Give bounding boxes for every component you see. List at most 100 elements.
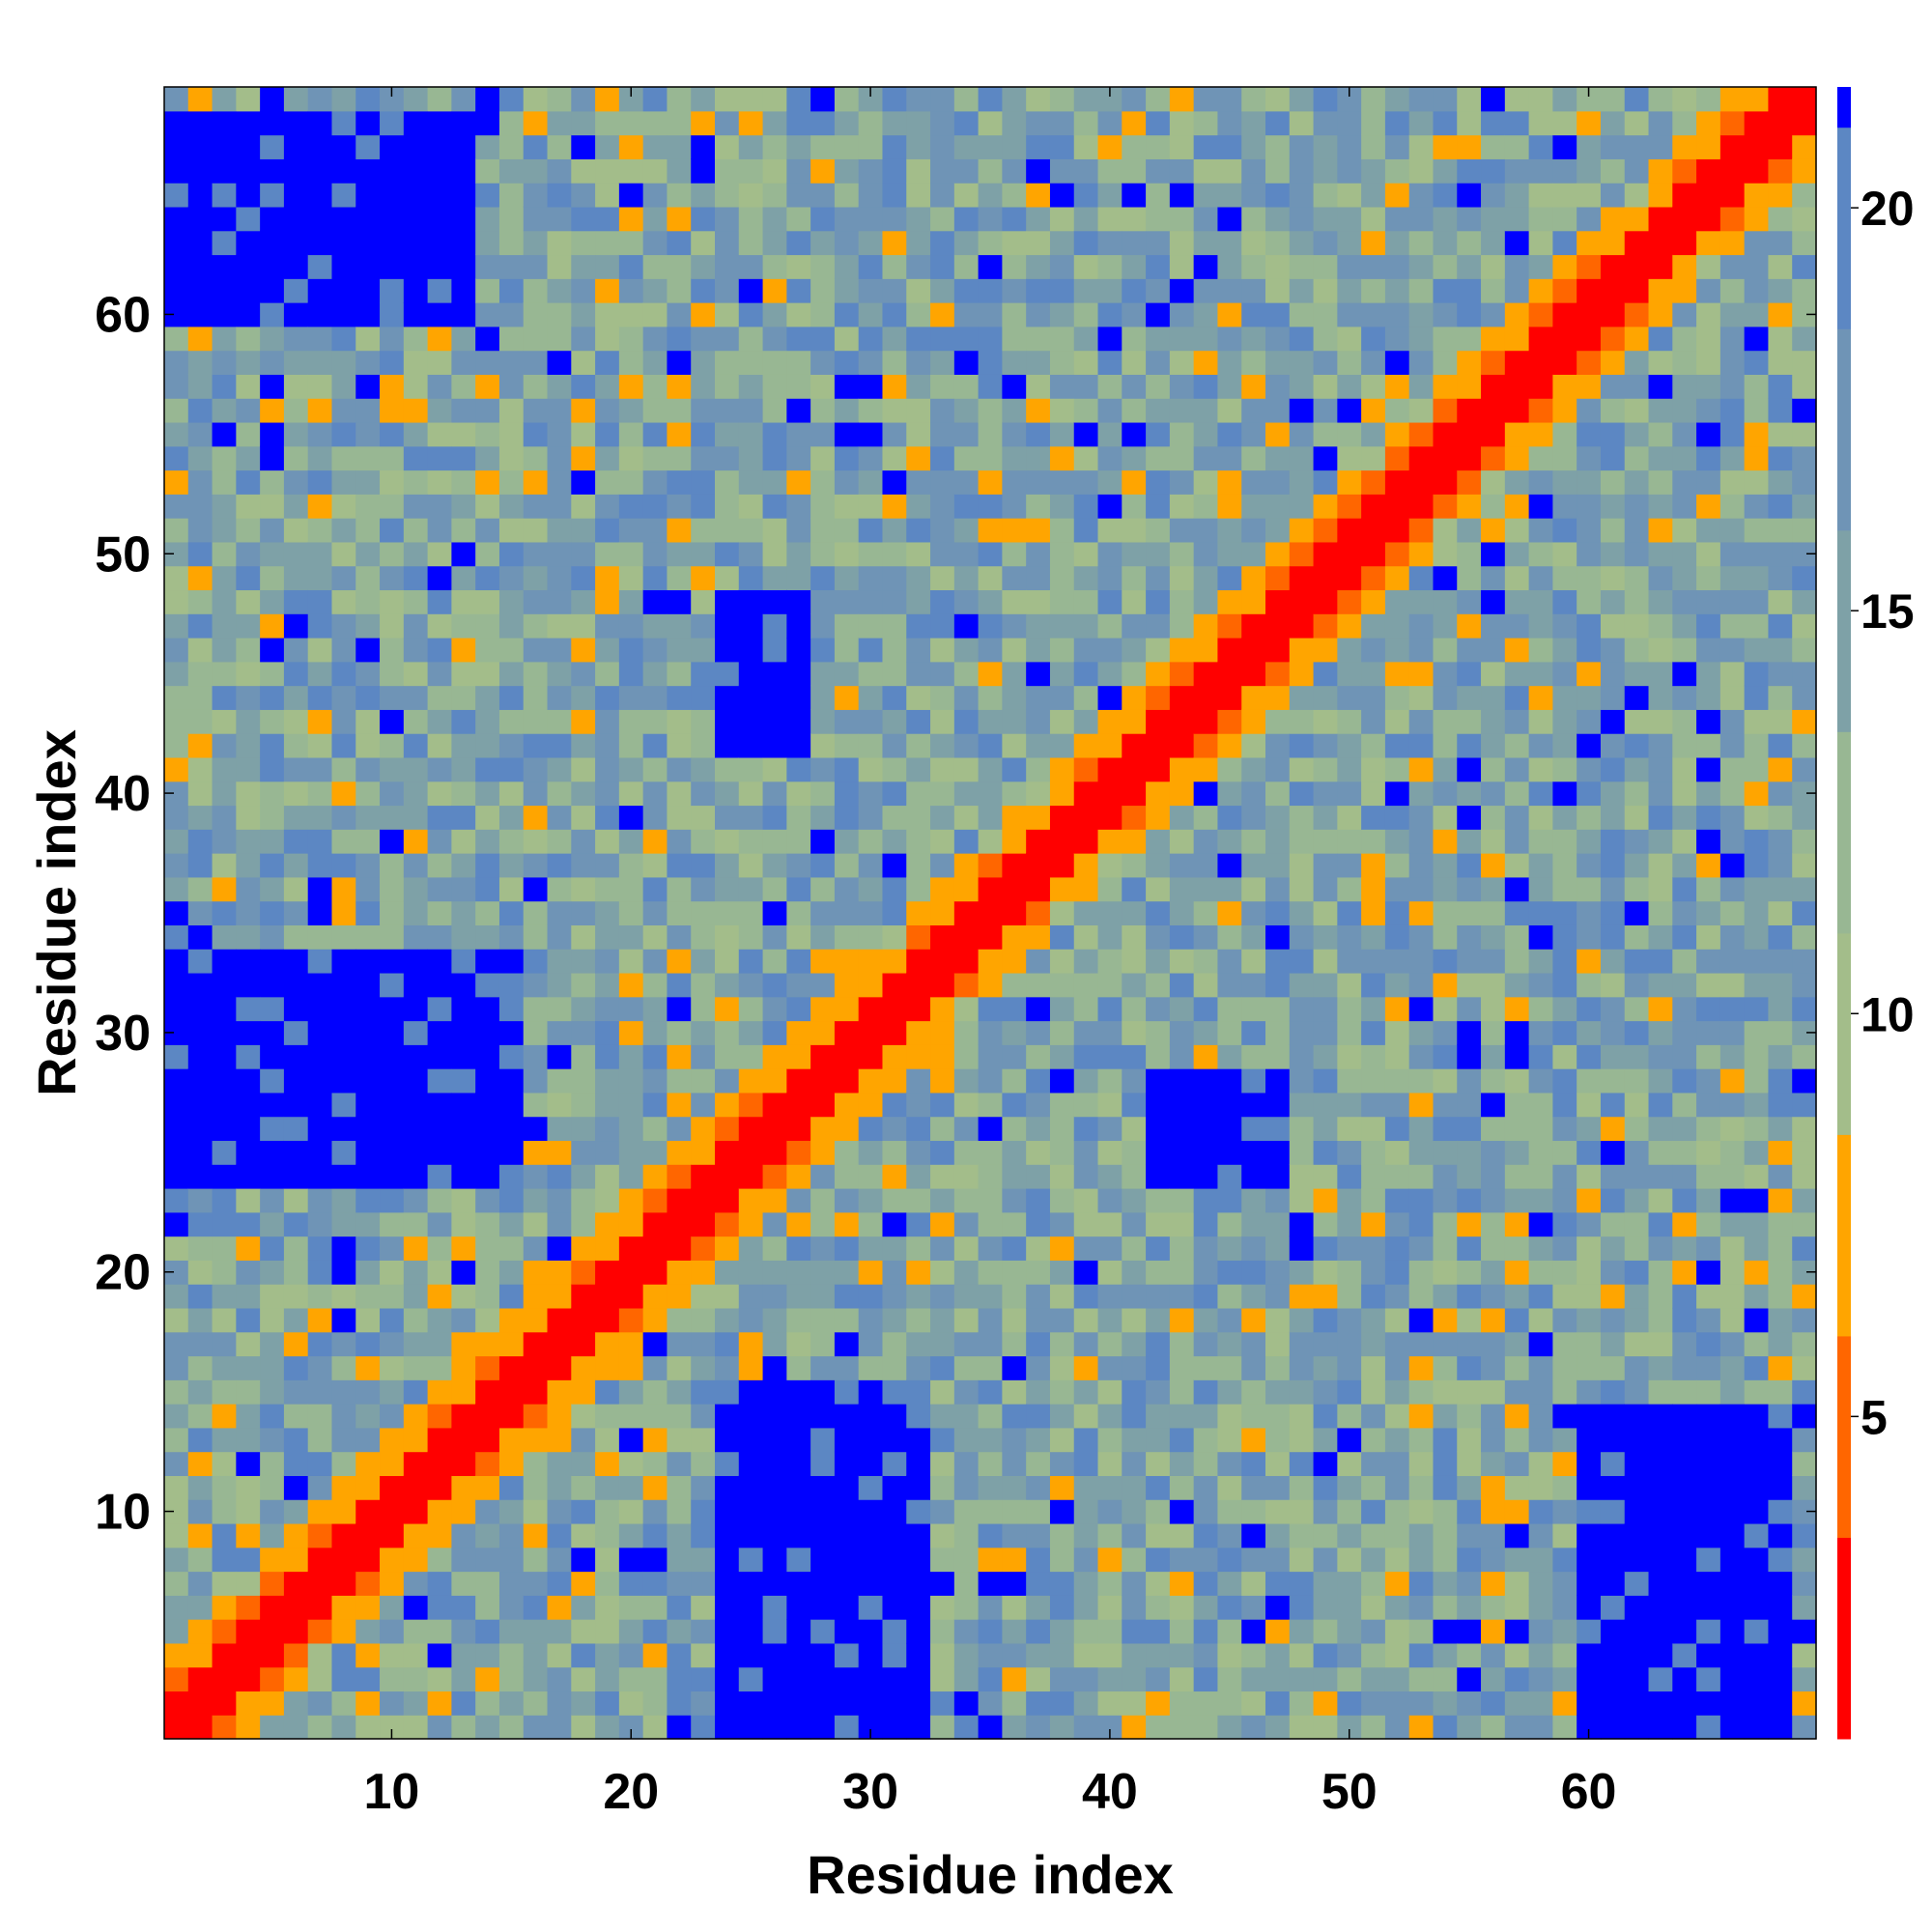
heatmap-cell — [667, 302, 692, 327]
heatmap-cell — [1146, 709, 1171, 734]
heatmap-cell — [236, 1404, 261, 1429]
heatmap-cell — [1408, 1522, 1435, 1548]
heatmap-cell — [1241, 565, 1266, 591]
heatmap-cell — [715, 805, 740, 830]
heatmap-cell — [642, 756, 668, 782]
heatmap-cell — [283, 398, 309, 423]
heatmap-cell — [810, 1355, 836, 1380]
heatmap-cell — [1577, 972, 1602, 998]
heatmap-cell — [595, 134, 620, 159]
heatmap-cell — [1768, 565, 1793, 591]
heatmap-cell — [834, 1236, 860, 1261]
heatmap-cell — [1433, 949, 1458, 974]
heatmap-cell — [1384, 445, 1410, 471]
heatmap-cell — [715, 900, 740, 925]
heatmap-cell — [523, 924, 549, 950]
heatmap-cell — [1696, 1451, 1721, 1476]
heatmap-cell — [307, 1642, 333, 1668]
heatmap-cell — [738, 996, 764, 1022]
heatmap-cell — [427, 996, 452, 1022]
heatmap-cell — [834, 1619, 860, 1644]
heatmap-cell — [260, 1116, 285, 1142]
heatmap-cell — [1408, 638, 1435, 663]
heatmap-cell — [1122, 1499, 1147, 1524]
heatmap-cell — [882, 638, 907, 663]
heatmap-cell — [1337, 541, 1362, 567]
heatmap-cell — [1073, 445, 1099, 471]
heatmap-cell — [667, 1595, 692, 1620]
heatmap-cell — [858, 1068, 884, 1094]
heatmap-cell — [1648, 110, 1673, 136]
heatmap-cell — [1169, 1188, 1195, 1213]
heatmap-cell — [236, 661, 261, 687]
heatmap-cell — [906, 158, 931, 184]
heatmap-cell — [1600, 900, 1626, 925]
heatmap-cell — [762, 1260, 787, 1285]
heatmap-cell — [187, 1404, 213, 1429]
heatmap-cell — [571, 1690, 596, 1716]
heatmap-cell — [283, 1404, 309, 1429]
heatmap-cell — [1265, 230, 1291, 256]
heatmap-cell — [930, 1331, 955, 1357]
heatmap-cell — [1408, 1715, 1435, 1740]
heatmap-cell — [1624, 254, 1650, 279]
heatmap-cell — [738, 972, 764, 998]
heatmap-cell — [427, 1619, 452, 1644]
heatmap-cell — [618, 134, 644, 159]
heatmap-cell — [691, 541, 716, 567]
heatmap-cell — [283, 134, 309, 159]
heatmap-cell — [1577, 254, 1602, 279]
heatmap-cell — [1026, 1451, 1051, 1476]
heatmap-cell — [953, 1475, 980, 1500]
heatmap-cell — [307, 445, 333, 471]
heatmap-cell — [953, 230, 980, 256]
heatmap-cell — [427, 949, 452, 974]
heatmap-cell — [1049, 1164, 1075, 1189]
heatmap-cell — [834, 1475, 860, 1500]
heatmap-cell — [1696, 541, 1721, 567]
heatmap-cell — [953, 1547, 980, 1573]
heatmap-cell — [1217, 469, 1242, 495]
heatmap-cell — [427, 709, 452, 734]
heatmap-cell — [1193, 949, 1219, 974]
heatmap-cell — [1289, 1642, 1315, 1668]
heatmap-cell — [164, 1427, 189, 1453]
heatmap-cell — [1169, 1020, 1195, 1045]
heatmap-cell — [1577, 1427, 1602, 1453]
heatmap-cell — [1265, 421, 1291, 447]
heatmap-cell — [451, 709, 476, 734]
heatmap-cell — [715, 829, 740, 854]
heatmap-cell — [1719, 756, 1746, 782]
heatmap-cell — [571, 805, 596, 830]
heatmap-cell — [1719, 206, 1746, 232]
heatmap-cell — [1433, 1619, 1458, 1644]
heatmap-cell — [380, 1619, 405, 1644]
heatmap-cell — [882, 421, 907, 447]
heatmap-cell — [260, 733, 285, 758]
heatmap-cell — [331, 1499, 356, 1524]
heatmap-cell — [738, 733, 764, 758]
colorbar-band — [1837, 731, 1851, 934]
heatmap-cell — [930, 1475, 955, 1500]
heatmap-cell — [1361, 996, 1386, 1022]
heatmap-cell — [355, 661, 381, 687]
heatmap-cell — [1792, 278, 1817, 303]
heatmap-cell — [1217, 518, 1242, 543]
heatmap-cell — [858, 876, 884, 902]
heatmap-cell — [1481, 1211, 1506, 1237]
heatmap-cell — [930, 589, 955, 614]
heatmap-cell — [834, 1522, 860, 1548]
heatmap-cell — [1026, 87, 1051, 112]
heatmap-cell — [236, 110, 261, 136]
heatmap-cell — [1049, 972, 1075, 998]
heatmap-cell — [1146, 326, 1171, 352]
heatmap-cell — [1313, 445, 1338, 471]
heatmap-cell — [762, 661, 787, 687]
heatmap-cell — [762, 949, 787, 974]
heatmap-cell — [1265, 900, 1291, 925]
heatmap-cell — [547, 829, 572, 854]
heatmap-cell — [1504, 206, 1530, 232]
heatmap-cell — [1026, 996, 1051, 1022]
heatmap-cell — [667, 685, 692, 710]
heatmap-cell — [187, 1571, 213, 1596]
